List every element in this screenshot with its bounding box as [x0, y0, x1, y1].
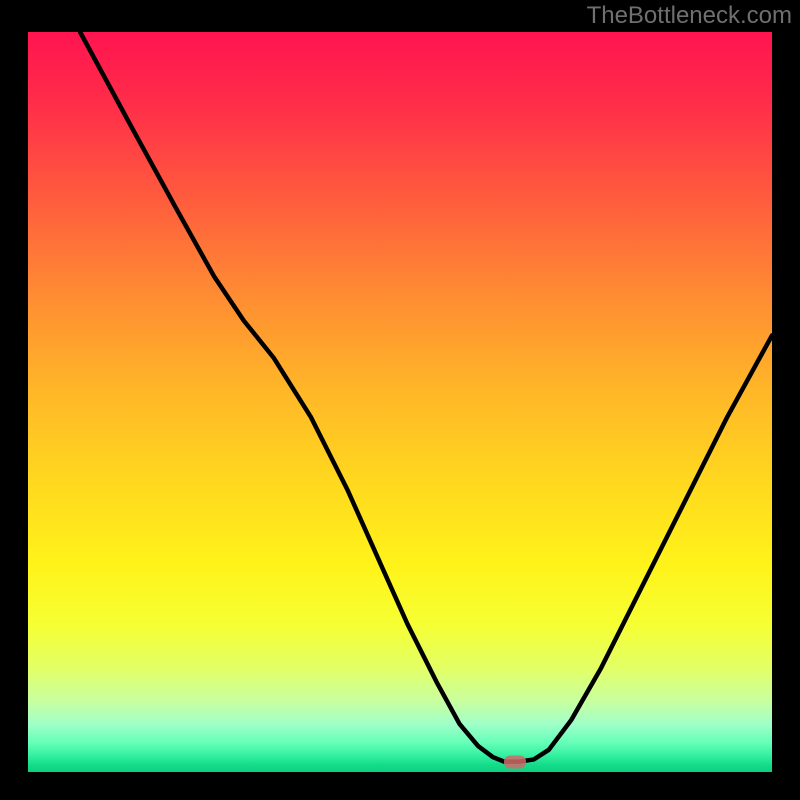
watermark-label: TheBottleneck.com: [587, 2, 792, 30]
plot-area: [28, 32, 772, 772]
bottleneck-curve: [28, 32, 772, 772]
curve-path: [80, 32, 772, 762]
chart-frame: TheBottleneck.com: [0, 0, 800, 800]
optimal-point-marker: [504, 755, 526, 768]
